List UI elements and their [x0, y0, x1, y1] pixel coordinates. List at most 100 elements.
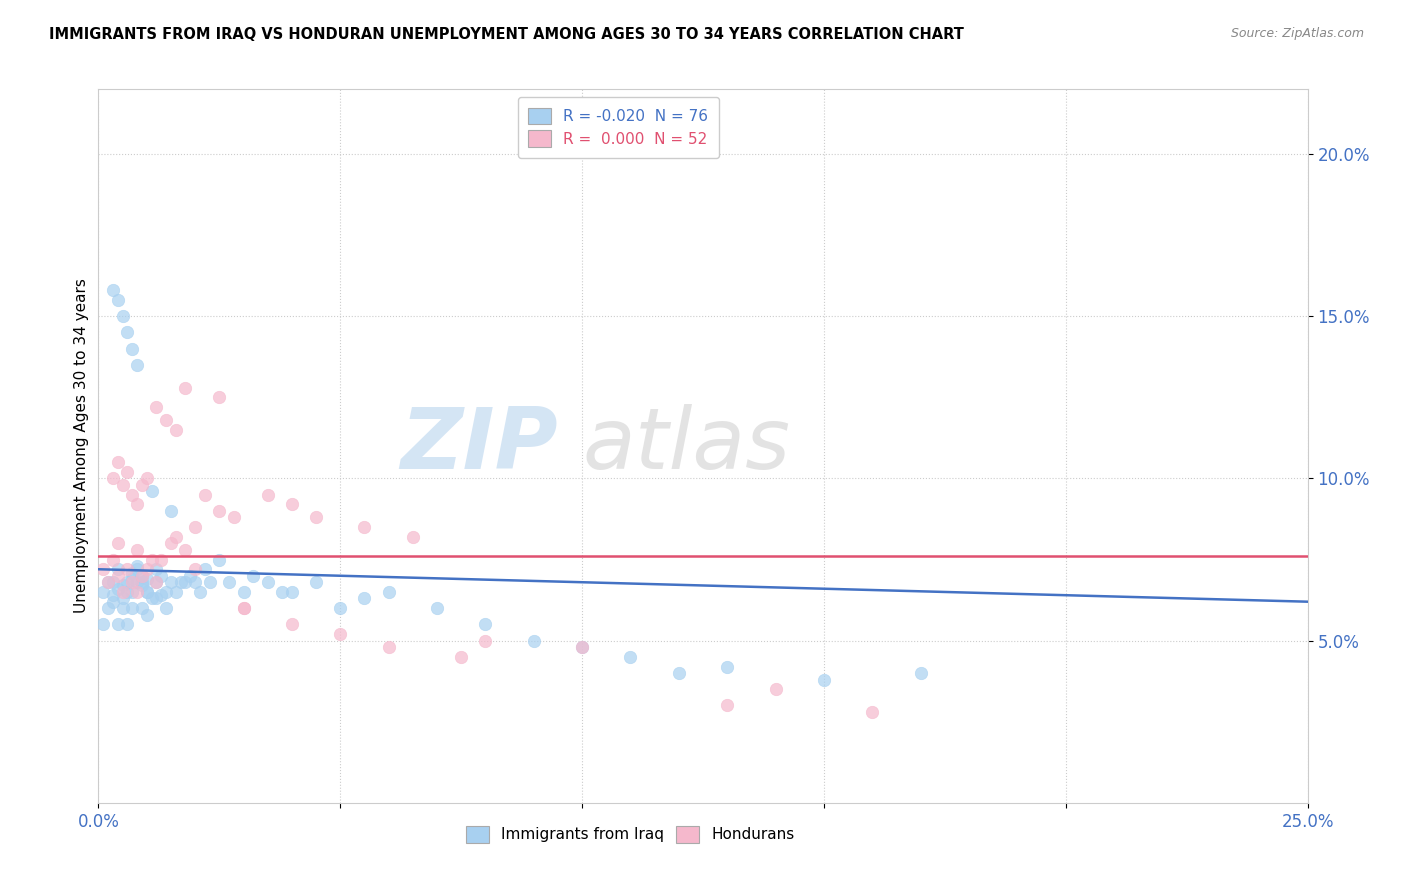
Point — [188, 585, 211, 599]
Point — [131, 478, 153, 492]
Point — [111, 310, 134, 324]
Point — [281, 497, 304, 511]
Point — [474, 617, 496, 632]
Point — [135, 585, 157, 599]
Point — [117, 465, 139, 479]
Legend: Immigrants from Iraq, Hondurans: Immigrants from Iraq, Hondurans — [460, 820, 801, 848]
Point — [155, 601, 177, 615]
Point — [145, 575, 167, 590]
Point — [353, 520, 375, 534]
Point — [145, 575, 167, 590]
Text: Source: ZipAtlas.com: Source: ZipAtlas.com — [1230, 27, 1364, 40]
Point — [117, 617, 139, 632]
Point — [329, 601, 352, 615]
Point — [101, 471, 124, 485]
Point — [450, 649, 472, 664]
Point — [91, 562, 114, 576]
Text: ZIP: ZIP — [401, 404, 558, 488]
Point — [174, 575, 197, 590]
Point — [141, 552, 163, 566]
Point — [160, 536, 183, 550]
Point — [155, 585, 177, 599]
Point — [131, 601, 153, 615]
Point — [155, 413, 177, 427]
Point — [107, 617, 129, 632]
Point — [165, 423, 187, 437]
Point — [174, 381, 197, 395]
Point — [127, 559, 149, 574]
Point — [184, 575, 207, 590]
Point — [571, 640, 593, 654]
Point — [145, 591, 167, 606]
Point — [135, 572, 157, 586]
Point — [121, 601, 143, 615]
Point — [208, 552, 231, 566]
Point — [135, 471, 157, 485]
Point — [107, 568, 129, 582]
Point — [619, 649, 641, 664]
Point — [523, 633, 546, 648]
Point — [353, 591, 375, 606]
Point — [208, 504, 231, 518]
Point — [91, 585, 114, 599]
Point — [131, 578, 153, 592]
Point — [135, 607, 157, 622]
Point — [232, 585, 254, 599]
Point — [256, 488, 278, 502]
Point — [97, 575, 120, 590]
Point — [101, 595, 124, 609]
Point — [101, 575, 124, 590]
Point — [150, 568, 173, 582]
Point — [305, 510, 328, 524]
Y-axis label: Unemployment Among Ages 30 to 34 years: Unemployment Among Ages 30 to 34 years — [75, 278, 89, 614]
Point — [150, 552, 173, 566]
Point — [111, 478, 134, 492]
Point — [107, 293, 129, 307]
Point — [194, 562, 217, 576]
Point — [127, 497, 149, 511]
Point — [402, 530, 425, 544]
Point — [121, 566, 143, 580]
Point — [910, 666, 932, 681]
Point — [111, 591, 134, 606]
Point — [765, 682, 787, 697]
Point — [127, 575, 149, 590]
Point — [111, 601, 134, 615]
Point — [101, 552, 124, 566]
Point — [111, 578, 134, 592]
Point — [101, 588, 124, 602]
Point — [117, 326, 139, 340]
Point — [135, 562, 157, 576]
Point — [716, 659, 738, 673]
Point — [121, 488, 143, 502]
Point — [377, 640, 399, 654]
Point — [107, 536, 129, 550]
Point — [174, 542, 197, 557]
Point — [127, 358, 149, 372]
Point — [281, 585, 304, 599]
Point — [160, 575, 183, 590]
Point — [165, 530, 187, 544]
Point — [222, 510, 245, 524]
Point — [97, 601, 120, 615]
Point — [145, 562, 167, 576]
Point — [141, 484, 163, 499]
Point — [135, 585, 157, 599]
Point — [208, 390, 231, 404]
Point — [281, 617, 304, 632]
Point — [184, 520, 207, 534]
Point — [131, 568, 153, 582]
Point — [377, 585, 399, 599]
Point — [716, 698, 738, 713]
Point — [101, 283, 124, 297]
Point — [121, 572, 143, 586]
Point — [127, 562, 149, 576]
Point — [91, 617, 114, 632]
Point — [111, 585, 134, 599]
Point — [107, 582, 129, 596]
Point — [117, 575, 139, 590]
Point — [329, 627, 352, 641]
Point — [232, 601, 254, 615]
Point — [271, 585, 294, 599]
Point — [179, 568, 201, 582]
